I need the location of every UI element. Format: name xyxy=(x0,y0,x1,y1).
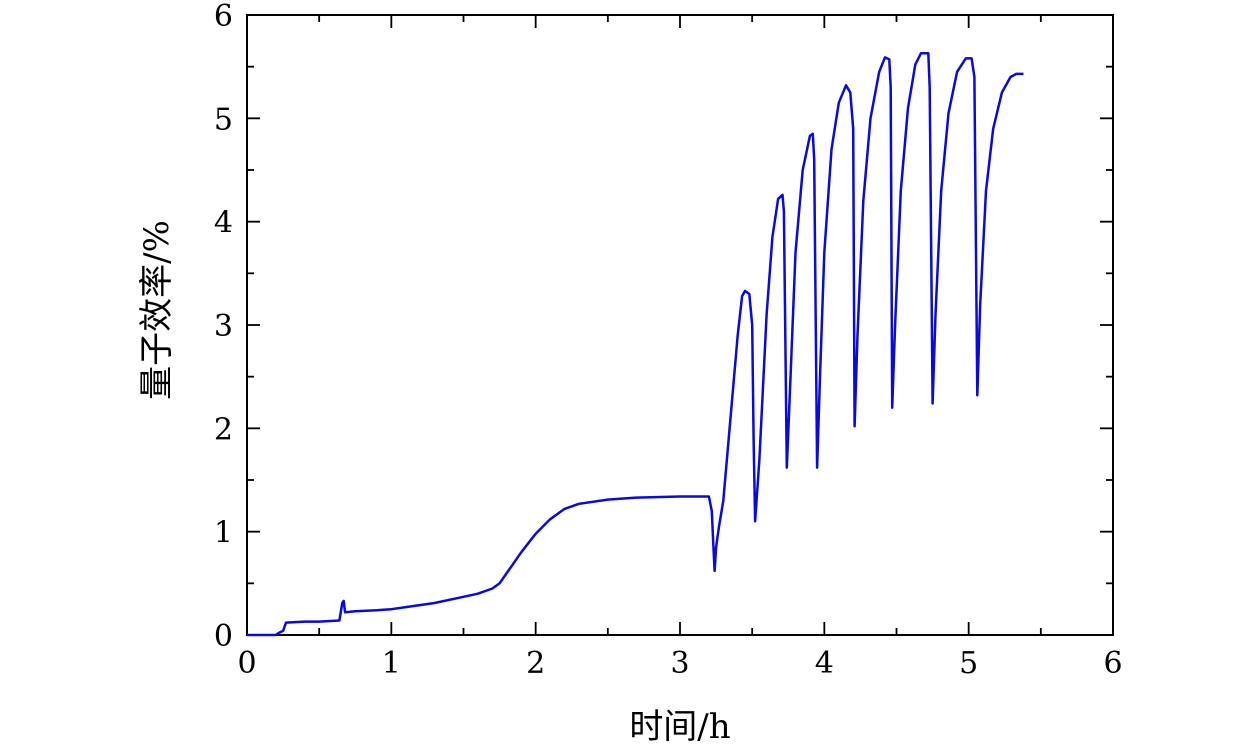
x-tick-label: 3 xyxy=(670,646,689,681)
y-tick-label: 1 xyxy=(214,516,233,551)
y-tick-label: 2 xyxy=(214,412,233,447)
plot-frame xyxy=(246,14,1114,636)
y-axis-title: 量子效率/% xyxy=(137,220,177,400)
y-tick-label: 4 xyxy=(214,206,233,241)
x-tick-label: 1 xyxy=(382,646,401,681)
x-axis-title: 时间/h xyxy=(629,707,730,747)
tick-marks xyxy=(246,14,1114,636)
y-tick-label: 0 xyxy=(214,619,233,654)
y-tick-label: 6 xyxy=(214,0,233,34)
x-tick-label: 6 xyxy=(1103,646,1122,681)
tick-labels: 0 1 2 3 4 5 6 0 1 2 3 4 5 6 xyxy=(214,0,1123,681)
x-tick-label: 2 xyxy=(526,646,545,681)
x-tick-label: 5 xyxy=(959,646,978,681)
y-tick-label: 5 xyxy=(214,102,233,137)
x-tick-label: 0 xyxy=(237,646,256,681)
y-tick-label: 3 xyxy=(214,309,233,344)
series-line xyxy=(247,51,1024,637)
x-tick-label: 4 xyxy=(815,646,834,681)
